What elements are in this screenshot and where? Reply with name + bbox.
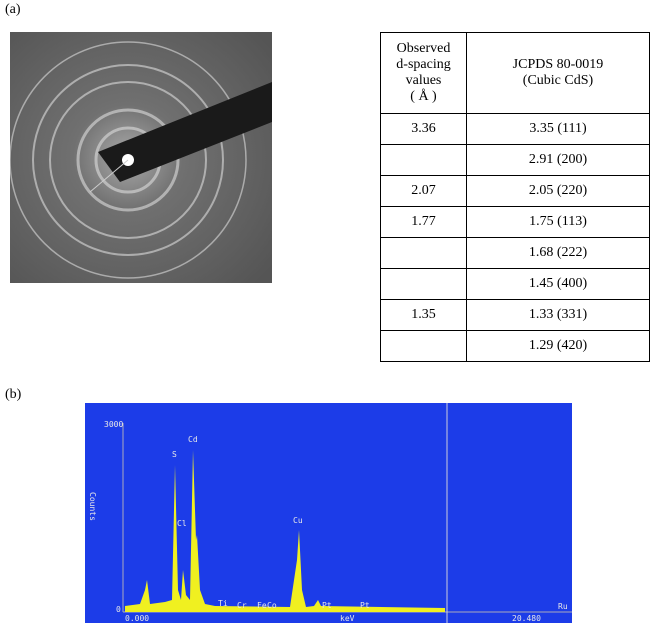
table-row: 1.45 (400) <box>380 268 650 300</box>
table-cell: 2.05 (220) <box>466 175 650 207</box>
table-cell: 2.07 <box>380 175 467 207</box>
y-min-label: 0 <box>116 605 121 614</box>
table-cell: 1.29 (420) <box>466 330 650 362</box>
header-line: JCPDS 80-0019 <box>512 57 604 72</box>
table-cell <box>380 237 467 269</box>
header-cell: Observed d-spacing values( Å ) <box>380 32 467 114</box>
panel-label: (a) <box>5 2 21 17</box>
element-label: Cu <box>293 516 303 525</box>
table-cell: 1.45 (400) <box>466 268 650 300</box>
header-row: Observed d-spacing values( Å ) JCPDS 80-001… <box>380 32 650 114</box>
element-label: S <box>172 450 177 459</box>
table-cell <box>380 330 467 362</box>
element-label: Cd <box>188 435 198 444</box>
panel-label: (b) <box>5 387 22 402</box>
table-row: 2.07 2.05 (220) <box>380 175 650 207</box>
header-line: (Cubic CdS) <box>522 73 594 88</box>
table-cell: 3.35 (111) <box>466 113 650 145</box>
element-label: Pt <box>322 601 332 610</box>
table-cell: 1.35 <box>380 299 467 331</box>
y-axis-label: Counts <box>88 492 97 521</box>
saed-image <box>10 32 272 283</box>
y-max-label: 3000 <box>104 420 123 429</box>
element-label: Cl <box>177 519 187 528</box>
table-cell: 3.36 <box>380 113 467 145</box>
element-label: Pt <box>360 601 370 610</box>
header-line: d-spacing <box>396 57 451 72</box>
header-line: ( Å ) <box>410 89 437 104</box>
table-cell: 1.68 (222) <box>466 237 650 269</box>
element-label: Cr <box>237 601 247 610</box>
header-cell: JCPDS 80-0019 (Cubic CdS) <box>466 32 650 114</box>
element-label: Ti <box>218 599 228 608</box>
table-row: 1.29 (420) <box>380 330 650 362</box>
header-line: Observed <box>396 41 451 56</box>
element-label: Co <box>267 601 277 610</box>
table-row: 1.35 1.33 (331) <box>380 299 650 331</box>
header-line: values <box>405 73 442 88</box>
element-label: Fe <box>257 601 267 610</box>
table-row: 1.68 (222) <box>380 237 650 269</box>
x-unit: keV <box>340 614 355 623</box>
x-max-label: 20.480 <box>512 614 541 623</box>
x-min-label: 0.000 <box>125 614 149 623</box>
table-cell: 1.33 (331) <box>466 299 650 331</box>
corner-label: Ru <box>558 602 568 611</box>
table-row: 3.36 3.35 (111) <box>380 113 650 145</box>
d-spacing-table: Observed d-spacing values( Å ) JCPDS 80-001… <box>380 32 650 362</box>
